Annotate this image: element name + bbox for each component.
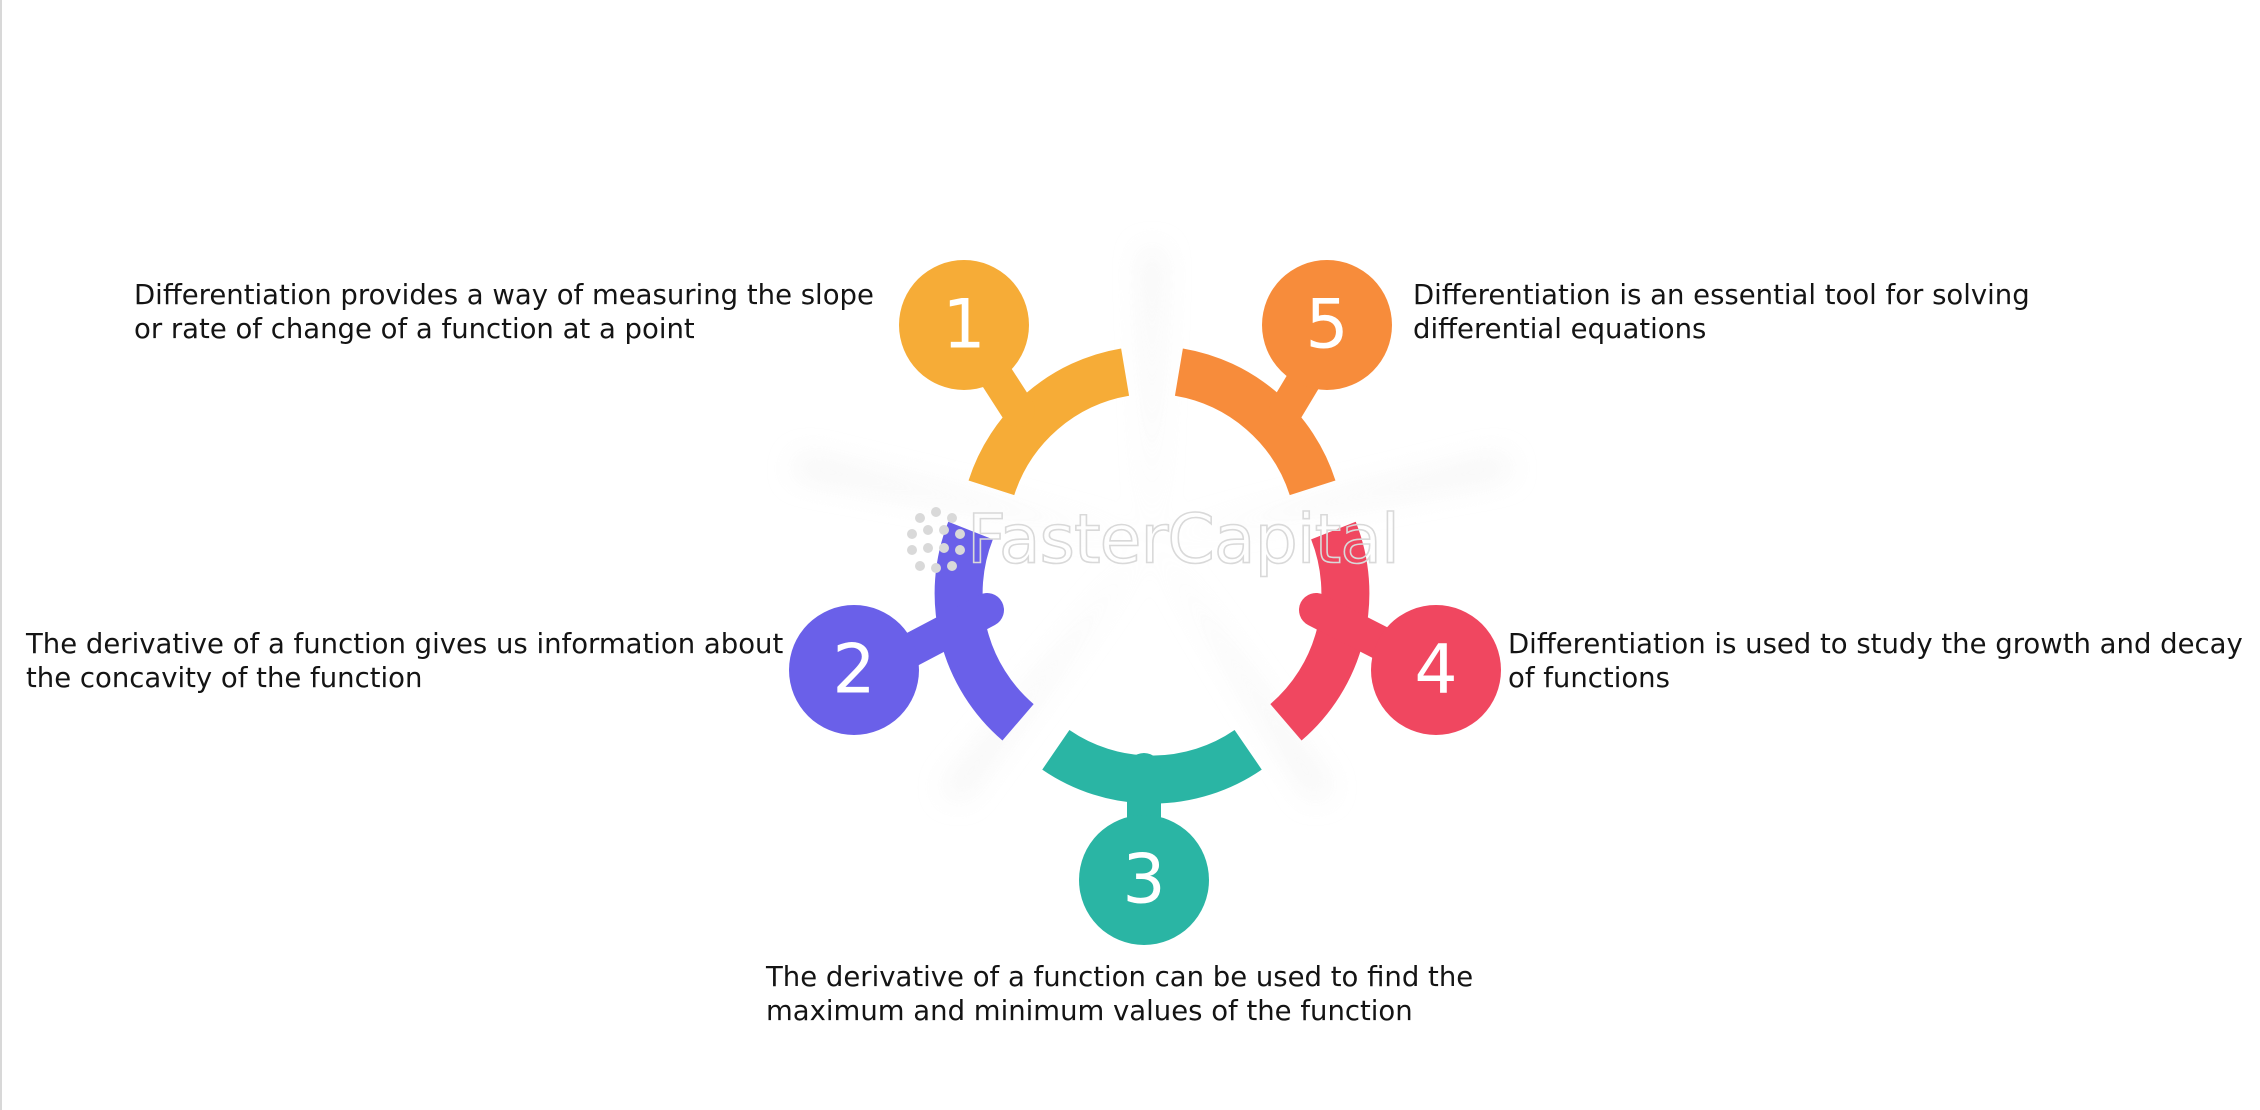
watermark-gear-icon bbox=[907, 507, 965, 573]
step-number-3: 3 bbox=[1122, 841, 1165, 920]
step-3-description: The derivative of a function can be used… bbox=[766, 961, 1474, 1027]
step-circle-5 bbox=[1262, 260, 1392, 390]
ring-segment-5 bbox=[1174, 348, 1336, 496]
step-circle-4 bbox=[1371, 605, 1501, 735]
step-circle-1 bbox=[899, 260, 1029, 390]
step-marker-2: 2 bbox=[789, 605, 919, 735]
step-marker-1: 1 bbox=[899, 260, 1029, 390]
watermark-logo: FasterCapital bbox=[907, 500, 1401, 580]
step-1-description: Differentiation provides a way of measur… bbox=[134, 279, 874, 345]
background-glow bbox=[792, 250, 1512, 800]
step-4-description: Differentiation is used to study the gro… bbox=[1508, 628, 2243, 694]
step-5-description: Differentiation is an essential tool for… bbox=[1413, 279, 2030, 345]
step-circle-3 bbox=[1079, 815, 1209, 945]
step-number-4: 4 bbox=[1414, 631, 1457, 710]
step-circle-2 bbox=[789, 605, 919, 735]
step-markers: 1 2 3 4 5 bbox=[789, 260, 1501, 945]
step-marker-5: 5 bbox=[1262, 260, 1392, 390]
step-number-2: 2 bbox=[832, 631, 875, 710]
watermark-text: FasterCapital bbox=[967, 501, 1399, 580]
step-marker-4: 4 bbox=[1371, 605, 1501, 735]
step-number-5: 5 bbox=[1305, 286, 1348, 365]
ring-segment-1 bbox=[968, 348, 1130, 496]
step-number-1: 1 bbox=[942, 286, 985, 365]
step-2-description: The derivative of a function gives us in… bbox=[26, 628, 784, 694]
step-marker-3: 3 bbox=[1079, 815, 1209, 945]
